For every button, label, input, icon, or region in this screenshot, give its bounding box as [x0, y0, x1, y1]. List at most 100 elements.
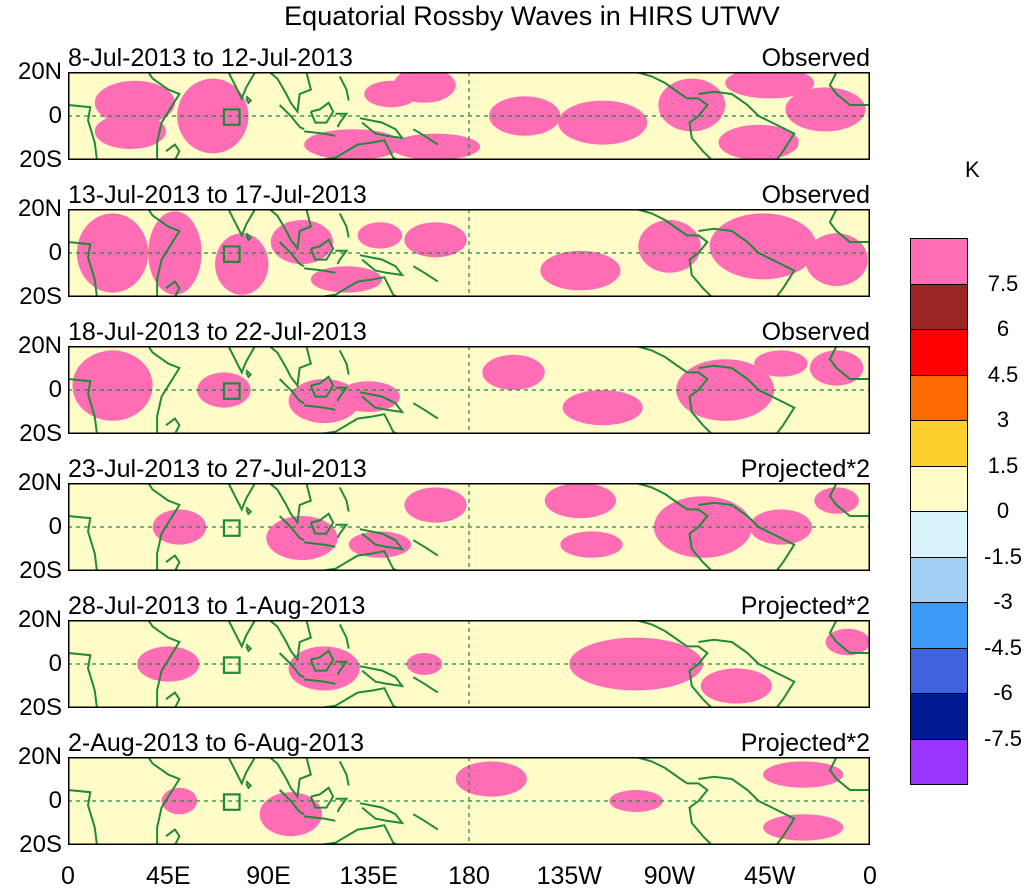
x-tick-label: 135W [536, 862, 602, 890]
coastline [304, 267, 336, 274]
coastline [359, 528, 405, 551]
panel-date-range: 8-Jul-2013 to 12-Jul-2013 [68, 44, 353, 72]
coastline [338, 75, 350, 101]
colorbar-swatch [910, 693, 968, 739]
coastline [828, 209, 870, 243]
panel-kind-label: Projected*2 [740, 592, 870, 620]
coastline [828, 620, 870, 654]
coastline [267, 620, 336, 663]
coastline [304, 678, 336, 685]
coastline [319, 687, 399, 708]
coastline [194, 72, 256, 101]
panel: 18-Jul-2013 to 22-Jul-2013 Observed 20N 0 20… [0, 318, 900, 458]
panel: 8-Jul-2013 to 12-Jul-2013 Observed 20N 0 20S [0, 44, 900, 184]
coastline [194, 483, 256, 512]
coastline [267, 72, 336, 115]
anomaly-contour [736, 132, 781, 152]
y-tick-label: 20S [19, 694, 62, 721]
anomaly-contour [455, 761, 527, 797]
coastline [335, 523, 349, 539]
coastline [165, 828, 181, 845]
panel-kind-label: Projected*2 [740, 455, 870, 483]
colorbar-swatch [910, 602, 968, 648]
colorbar-tick-label: 4.5 [987, 361, 1019, 387]
reference-box [222, 245, 241, 263]
y-tick-label: 20N [17, 469, 62, 496]
anomaly-contour [405, 223, 466, 257]
colorbar-tick-label: 6 [996, 316, 1010, 341]
coastline [338, 623, 350, 649]
colorbar-swatch [910, 738, 968, 785]
anomaly-contour [483, 355, 544, 390]
coastline [245, 95, 253, 105]
colorbar-tick-label: 7.5 [987, 270, 1019, 296]
coastline [698, 90, 796, 160]
coastline [194, 620, 256, 649]
anomaly-contour [755, 351, 807, 377]
coastline [304, 130, 336, 137]
colorbar-tick-label: -4.5 [984, 634, 1022, 660]
x-tick-label: 90W [643, 862, 696, 890]
anomaly-contour [564, 533, 619, 557]
coastline [319, 824, 399, 845]
panel-kind-label: Observed [761, 181, 870, 209]
coastline [165, 417, 181, 434]
y-tick-label: 0 [48, 513, 62, 540]
y-tick-label: 0 [48, 787, 62, 814]
plot-frame [68, 483, 870, 571]
anomaly-contour [742, 73, 797, 93]
coastline [412, 676, 439, 694]
colorbar-swatch [910, 511, 968, 557]
coastline [68, 241, 98, 297]
coastline [68, 378, 98, 434]
panel-date-range: 28-Jul-2013 to 1-Aug-2013 [68, 592, 366, 620]
coastline [278, 241, 305, 268]
coastline [194, 209, 256, 238]
anomaly-contour [410, 655, 439, 673]
coastline [359, 391, 405, 414]
y-tick-label: 0 [48, 376, 62, 403]
coastline [635, 620, 713, 708]
coastline [309, 512, 335, 535]
coastline [359, 665, 405, 688]
coastline [412, 128, 439, 146]
anomaly-contour [787, 88, 864, 131]
coastline [147, 209, 181, 297]
coastline [165, 280, 181, 297]
coastline [194, 757, 256, 786]
reference-box [222, 108, 241, 126]
coastline [309, 238, 335, 261]
plot-frame [68, 346, 870, 434]
colorbar-swatch [910, 647, 968, 693]
coastline [165, 691, 181, 708]
anomaly-contour [700, 668, 772, 704]
coastline [68, 652, 98, 708]
panel-plot [68, 757, 870, 845]
coastline [828, 757, 870, 791]
panel-plot [68, 72, 870, 160]
coastline [335, 797, 349, 813]
panel-date-range: 13-Jul-2013 to 17-Jul-2013 [68, 181, 367, 209]
colorbar-tick-label: 1.5 [987, 452, 1019, 478]
anomaly-contour [410, 139, 462, 155]
y-tick-label: 20S [19, 283, 62, 310]
anomaly-contour [564, 390, 641, 425]
coastline [698, 227, 796, 297]
anomaly-contour [218, 237, 266, 291]
panel-plot [68, 209, 870, 297]
anomaly-contour [806, 234, 867, 285]
coastline [338, 349, 350, 375]
coastline [309, 649, 335, 672]
x-tick-label: 180 [448, 862, 490, 890]
colorbar-tick-label: -7.5 [984, 725, 1022, 751]
coastline [698, 501, 796, 571]
colorbar-swatch [910, 556, 968, 602]
panel-kind-label: Observed [761, 44, 870, 72]
coastline [309, 375, 335, 398]
anomaly-contour [74, 352, 151, 420]
anomaly-contour [817, 489, 856, 513]
anomaly-contour [542, 251, 619, 290]
reference-box [222, 382, 241, 400]
coastline [335, 386, 349, 402]
